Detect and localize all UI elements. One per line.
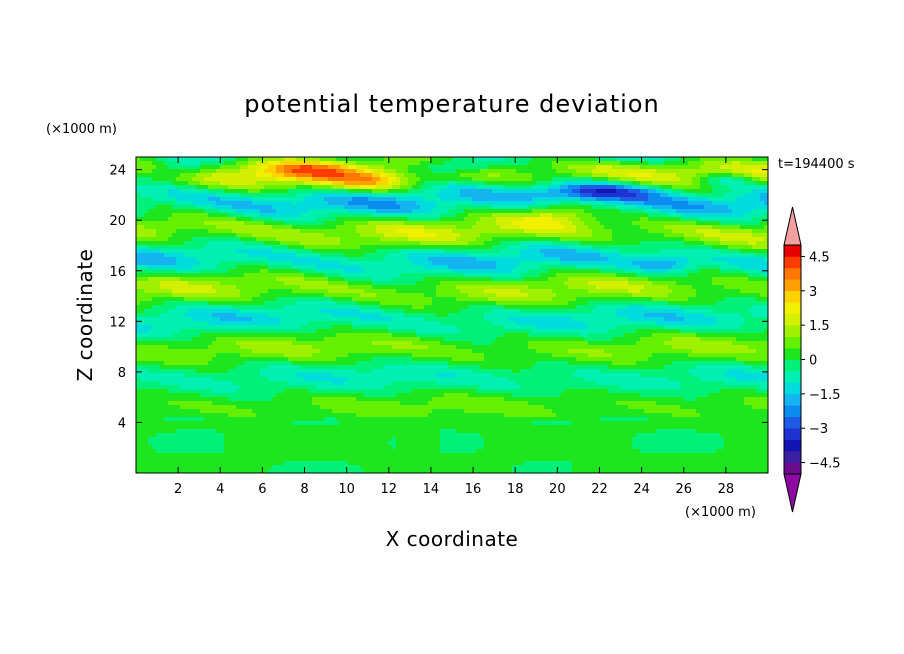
y-axis-title: Z coordinate [73, 249, 97, 382]
colorbar-segment [784, 245, 801, 257]
colorbar-segment [784, 279, 801, 292]
colorbar-segment [784, 393, 801, 406]
colorbar-label: −4.5 [809, 457, 841, 472]
y-axis: 4 8 12 16 20 24 [109, 164, 768, 431]
y-tick-label: 20 [109, 214, 126, 229]
colorbar-segment [784, 348, 801, 360]
colorbar-over-arrow [783, 206, 802, 246]
x-tick-label: 20 [549, 482, 566, 497]
x-axis-title: X coordinate [386, 527, 519, 551]
y-tick-label: 24 [109, 164, 126, 179]
colorbar-segment [784, 359, 801, 372]
colorbar-segment [784, 336, 801, 349]
colorbar-under-arrow [783, 473, 802, 513]
x-tick-label: 14 [423, 482, 440, 497]
x-tick-label: 4 [216, 482, 224, 497]
colorbar-segment [784, 382, 801, 395]
x-tick-label: 10 [338, 482, 355, 497]
colorbar-segment [784, 325, 801, 337]
colorbar-segment [784, 267, 801, 280]
x-tick-label: 16 [465, 482, 482, 497]
colorbar-segment [784, 290, 801, 303]
colorbar-segment [784, 313, 801, 326]
x-axis: 2 4 6 8 10 12 14 16 18 20 22 24 26 28 [174, 157, 734, 497]
y-tick-label: 12 [109, 315, 126, 330]
x-tick-label: 6 [258, 482, 266, 497]
colorbar-segment [784, 439, 801, 452]
colorbar-label: −1.5 [809, 388, 841, 403]
x-tick-label: 12 [381, 482, 398, 497]
colorbar-segment [784, 405, 801, 418]
colorbar-label: 1.5 [809, 319, 830, 334]
x-tick-label: 8 [300, 482, 308, 497]
colorbar-label: 0 [809, 354, 817, 369]
time-label: t=194400 s [778, 157, 855, 172]
y-tick-label: 16 [109, 265, 126, 280]
x-tick-label: 28 [718, 482, 735, 497]
colorbar-segment [784, 256, 801, 269]
colorbar-segment [784, 451, 801, 463]
x-tick-label: 24 [633, 482, 650, 497]
x-unit-label: (×1000 m) [685, 505, 756, 520]
x-tick-label: 18 [507, 482, 524, 497]
colorbar-label: 3 [809, 285, 817, 300]
colorbar-label: 4.5 [809, 250, 830, 265]
colorbar-segment [784, 428, 801, 440]
chart-title: potential temperature deviation [244, 90, 659, 118]
colorbar-segment [784, 462, 801, 475]
x-tick-label: 26 [675, 482, 692, 497]
colorbar-segment [784, 416, 801, 429]
plot-frame [135, 156, 769, 474]
x-tick-label: 22 [591, 482, 608, 497]
y-tick-label: 8 [118, 366, 126, 381]
y-tick-label: 4 [118, 416, 126, 431]
colorbar-segment [784, 370, 801, 383]
colorbar-label: −3 [809, 422, 828, 437]
y-unit-label: (×1000 m) [46, 122, 117, 137]
x-tick-label: 2 [174, 482, 182, 497]
colorbar-segment [784, 302, 801, 314]
colorbar: 4.5 3 1.5 0 −1.5 −3 −4.5 [783, 206, 841, 513]
field-plot [136, 157, 768, 473]
